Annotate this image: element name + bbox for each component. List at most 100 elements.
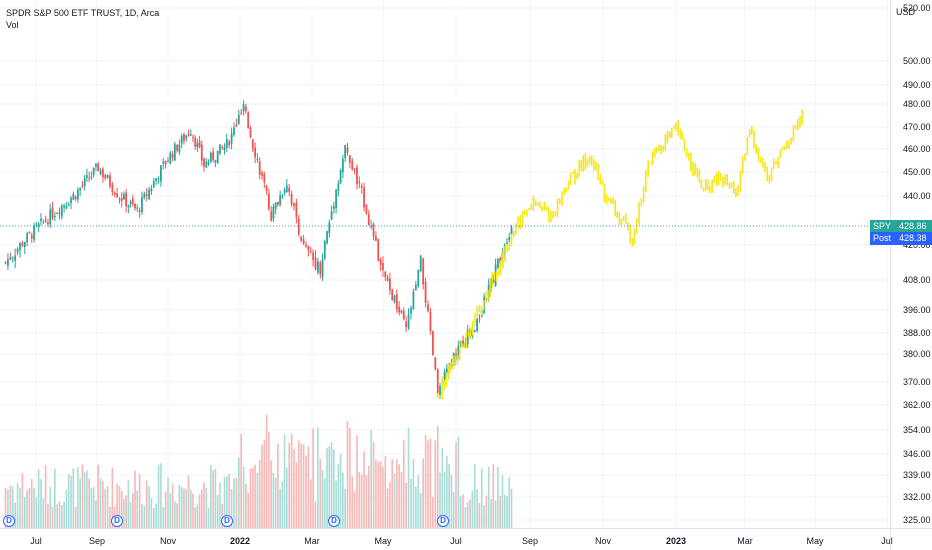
- volume-bar: [344, 488, 346, 528]
- volume-bar: [176, 503, 178, 528]
- volume-bar: [436, 425, 439, 528]
- volume-bar: [351, 476, 354, 528]
- volume-bar: [307, 446, 310, 528]
- candle-body: [198, 141, 201, 148]
- candle-body: [134, 203, 136, 209]
- post-tag: Post: [870, 232, 895, 245]
- volume-bar: [194, 507, 196, 528]
- price-tick: 362.00: [903, 400, 931, 410]
- time-tick: Jul: [450, 536, 462, 546]
- candle-body: [410, 307, 412, 314]
- volume-bar: [252, 467, 254, 528]
- candle-body: [143, 193, 146, 198]
- candle-body: [332, 206, 335, 209]
- candle-body: [221, 146, 224, 148]
- volume-bar: [396, 459, 398, 528]
- candle-body: [494, 264, 497, 286]
- volume-bar: [503, 494, 506, 528]
- volume-bar: [37, 469, 40, 528]
- symbol-tag: SPY: [870, 220, 895, 233]
- volume-bar: [174, 501, 176, 528]
- price-tick: 388.00: [903, 328, 931, 338]
- candle-body: [60, 205, 63, 217]
- candle-body: [363, 187, 365, 208]
- candle-body: [237, 114, 240, 124]
- volume-bar: [138, 474, 141, 528]
- volume-bar: [178, 484, 181, 528]
- volume-bar: [216, 494, 219, 528]
- volume-bar: [164, 491, 167, 528]
- candle-body: [402, 311, 405, 319]
- candle-body: [337, 183, 340, 191]
- volume-bar: [457, 436, 460, 528]
- volume-bar: [49, 486, 52, 528]
- candle-body: [37, 223, 40, 228]
- volume-bar: [125, 495, 127, 528]
- volume-bar: [14, 502, 16, 528]
- volume-bar: [335, 480, 337, 528]
- volume-bar: [7, 489, 9, 528]
- volume-bar: [9, 485, 12, 528]
- volume-bar: [219, 482, 221, 528]
- volume-bar: [247, 492, 249, 528]
- candle-body: [445, 368, 448, 373]
- volume-bar: [230, 488, 233, 528]
- price-chart[interactable]: [0, 0, 890, 528]
- candle-body: [233, 127, 235, 135]
- candle-body: [51, 207, 54, 219]
- candle-body: [457, 346, 460, 356]
- volume-legend[interactable]: Vol: [6, 20, 19, 30]
- candle-body: [506, 242, 508, 244]
- candle-body: [321, 258, 324, 278]
- time-axis[interactable]: Jul Sep Nov 2022 Mar May Jul Sep Nov 2023 Mar May Ju…: [0, 528, 893, 550]
- candle-body: [86, 175, 88, 178]
- volume-bar: [254, 464, 256, 528]
- candle-body: [314, 257, 317, 270]
- candle-body: [328, 222, 331, 234]
- volume-bar: [446, 455, 448, 528]
- volume-bar: [77, 467, 79, 528]
- volume-bar: [109, 506, 111, 528]
- volume-bar: [494, 500, 497, 528]
- dividend-icon[interactable]: D: [111, 515, 123, 527]
- candle-body: [400, 310, 403, 313]
- volume-bar: [441, 448, 444, 528]
- dividend-icon[interactable]: D: [437, 515, 449, 527]
- candle-body: [125, 192, 128, 207]
- volume-bar: [160, 463, 162, 528]
- volume-bar: [30, 478, 33, 528]
- candle-body: [120, 198, 123, 202]
- candle-body: [281, 196, 284, 198]
- volume-bar: [319, 459, 322, 528]
- symbol-legend[interactable]: SPDR S&P 500 ETF TRUST, 1D, Arca: [6, 8, 160, 18]
- last-price-value: 428.86: [894, 220, 932, 233]
- volume-bar: [92, 486, 95, 528]
- volume-bar: [265, 414, 268, 528]
- candle-body: [307, 246, 310, 251]
- dividend-icon[interactable]: D: [3, 515, 15, 527]
- candle-body: [157, 179, 160, 181]
- volume-bar: [353, 491, 356, 528]
- time-tick: Sep: [521, 536, 539, 546]
- price-axis[interactable]: 520.00 500.00 490.00 480.00 470.00 460.00 450.…: [890, 0, 932, 528]
- candle-body: [478, 318, 481, 320]
- volume-bar: [417, 475, 420, 528]
- dividend-icon[interactable]: D: [221, 515, 233, 527]
- volume-bar: [143, 505, 146, 528]
- candle-body: [150, 188, 153, 192]
- volume-bar: [312, 428, 314, 528]
- candle-body: [254, 147, 256, 158]
- candle-body: [53, 215, 56, 218]
- volume-bar: [490, 499, 492, 528]
- candle-body: [279, 195, 282, 205]
- dividend-icon[interactable]: D: [328, 515, 340, 527]
- candle-body: [358, 181, 361, 184]
- chart-area[interactable]: SPDR S&P 500 ETF TRUST, 1D, Arca Vol D D D…: [0, 0, 890, 528]
- price-tick: 520.00: [903, 3, 931, 13]
- candle-body: [47, 222, 49, 225]
- candle-body: [384, 272, 387, 278]
- volume-bar: [203, 482, 205, 528]
- currency-label: USD: [896, 7, 916, 17]
- candle-body: [317, 261, 319, 273]
- candle-body: [341, 158, 344, 173]
